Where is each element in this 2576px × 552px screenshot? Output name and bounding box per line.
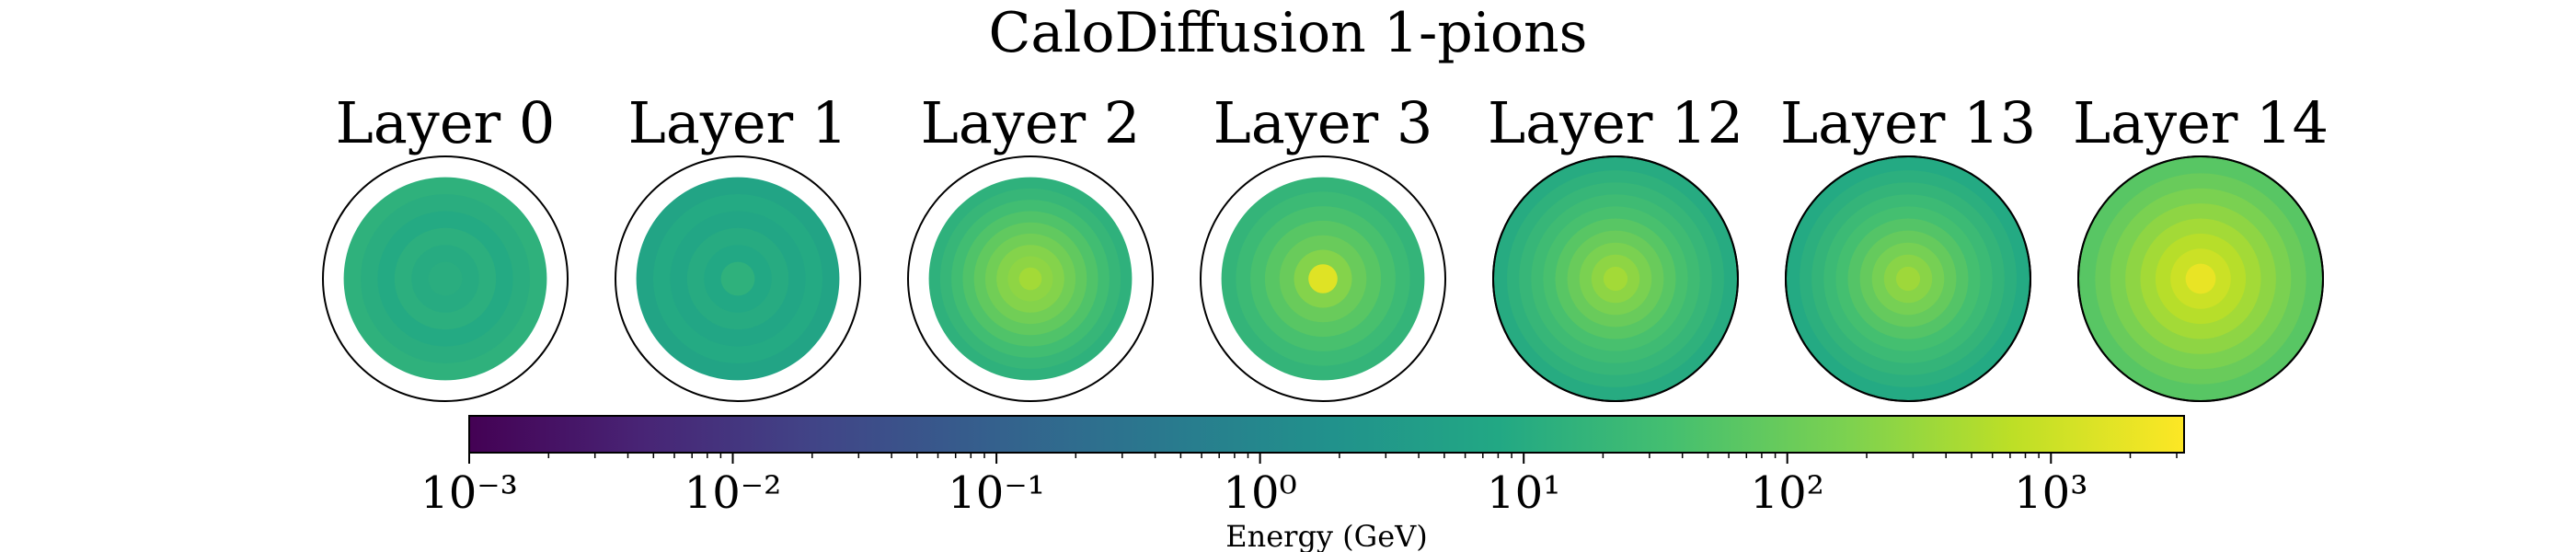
detector-edge (2077, 155, 2324, 402)
energy-ring (1018, 267, 1042, 291)
layer-title: Layer 3 (1213, 89, 1433, 156)
energy-ring (1603, 266, 1628, 292)
colorbar-label: Energy (GeV) (1225, 519, 1428, 552)
energy-ring (1308, 264, 1338, 293)
layer-panel: Layer 14 (2073, 89, 2329, 402)
colorbar-tick-label: 10⁻¹ (948, 467, 1045, 519)
colorbar-tick-label: 10¹ (1487, 467, 1560, 519)
layer-title: Layer 14 (2073, 89, 2329, 156)
detector-edge (1785, 155, 2031, 402)
colorbar-tick-label: 10⁻³ (420, 467, 518, 519)
layer-panel: Layer 1 (615, 89, 861, 402)
energy-ring (720, 261, 755, 296)
panels: Layer 0 Layer 1 Layer 2 Layer 3 Layer 12 Laye… (322, 89, 2329, 402)
colorbar-ticks: 10⁻³ 10⁻² 10⁻¹ 10⁰ 10¹ 10² 10³ (420, 453, 2178, 519)
colorbar-tick-label: 10⁻² (684, 467, 782, 519)
layer-title: Layer 12 (1488, 89, 1743, 156)
colorbar: 10⁻³ 10⁻² 10⁻¹ 10⁰ 10¹ 10² 10³ Energy (GeV) (420, 415, 2185, 552)
layer-title: Layer 2 (921, 89, 1141, 156)
layer-panel: Layer 13 (1780, 89, 2036, 402)
colorbar-tick-label: 10⁰ (1223, 467, 1296, 519)
colorbar-tick-label: 10² (1751, 467, 1824, 519)
layer-title: Layer 0 (336, 89, 556, 156)
layer-panel: Layer 12 (1488, 89, 1743, 402)
layer-title: Layer 13 (1780, 89, 2036, 156)
layer-panel: Layer 2 (907, 89, 1154, 402)
colorbar-gradient (468, 415, 2185, 454)
layer-panel: Layer 0 (322, 89, 569, 402)
energy-ring (1895, 266, 1921, 292)
layer-title: Layer 1 (628, 89, 848, 156)
energy-ring (2185, 263, 2216, 294)
detector-edge (1492, 155, 1739, 402)
chart-title: CaloDiffusion 1-pions (989, 1, 1588, 65)
layer-panel: Layer 3 (1200, 89, 1446, 402)
energy-ring (428, 261, 463, 296)
colorbar-tick-label: 10³ (2014, 467, 2087, 519)
